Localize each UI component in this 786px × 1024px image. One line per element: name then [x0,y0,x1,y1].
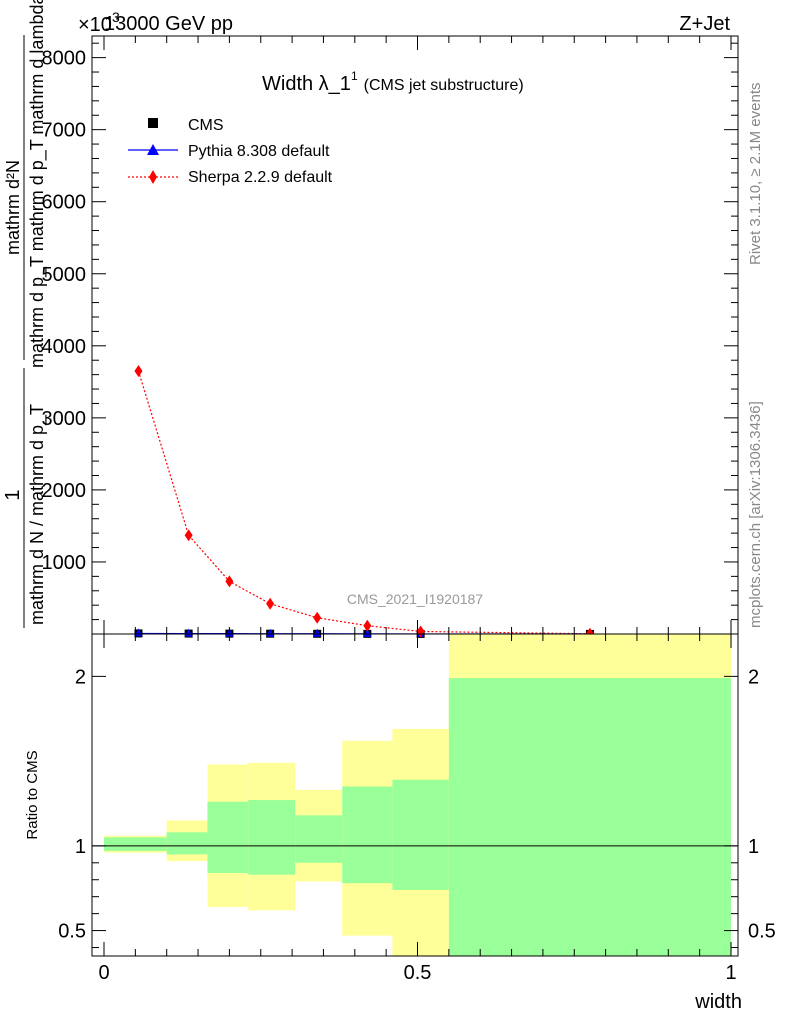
ratio-band-green [295,815,343,863]
pythia-point [313,628,322,637]
ratio-band-green [342,786,393,884]
ratio-ytick-label-right: 2 [748,666,759,688]
ratio-band-green [448,678,731,956]
ratio-xtick-label: 0.5 [404,962,432,984]
ratio-xtick-label: 1 [725,962,736,984]
sherpa-point [184,529,193,542]
pythia-point [266,628,275,637]
ylabel-denominator: mathrm d p_T mathrm d p_T mathrm d lambd… [27,0,48,368]
ratio-band-green [166,832,208,855]
legend-pythia-label: Pythia 8.308 default [188,143,330,160]
legend-cms-marker [148,118,158,128]
main-ytick-label: 7000 [42,120,87,142]
main-ytick-label: 1000 [42,552,87,574]
sherpa-point [313,611,322,624]
pythia-point [184,628,193,637]
ratio-ytick-label: 1 [75,836,86,858]
ylabel-fraction-two: mathrm d N / mathrm d p_T [27,404,48,625]
header-right: Z+Jet [679,13,730,35]
ratio-ylabel: Ratio to CMS [24,750,41,839]
mcplots-label: mcplots.cern.ch [arXiv:1306.3436] [747,401,764,628]
main-ylabel: 1 mathrm d N / mathrm d p_T mathrm d²N m… [2,0,48,628]
ratio-xtick-label: 0 [98,962,109,984]
ratio-panel: 0.5 0.5 1 1 2 2 0 0.5 1 Ratio to CMS width [24,633,776,1013]
sherpa-point [363,619,372,632]
ratio-band-green [248,800,296,875]
sherpa-point [134,365,143,378]
ylabel-numerator: mathrm d²N [3,160,23,255]
header-left: 13000 GeV pp [104,13,233,35]
pythia-point [363,628,372,637]
legend-sherpa-marker [149,170,157,184]
ratio-band-green [104,837,167,851]
sherpa-series-line [137,370,590,635]
main-ytick-label: 4000 [42,336,87,358]
main-ytick-label: 5000 [42,264,87,286]
ratio-band-green [392,779,449,890]
main-ytick-label: 2000 [42,480,87,502]
ylabel-fraction-one: 1 [2,489,24,500]
sherpa-point [266,597,275,610]
ratio-ytick-label: 2 [75,666,86,688]
plot-title: Width λ_11(CMS jet substructure) [262,69,524,95]
main-panel: 1000 2000 3000 4000 5000 6000 7000 8000 Width λ… [2,0,739,640]
main-ytick-label: 6000 [42,192,87,214]
ratio-xlabel: width [694,991,742,1013]
legend: CMS Pythia 8.308 default Sherpa 2.2.9 de… [128,117,333,186]
ratio-ytick-label: 0.5 [58,921,86,943]
sherpa-point [225,575,234,588]
ratio-frame [91,633,739,957]
main-ytick-label: 3000 [42,408,87,430]
ratio-ytick-label-right: 1 [748,836,759,858]
legend-pythia-marker [147,144,159,155]
watermark: CMS_2021_I1920187 [347,591,483,607]
rivet-label: Rivet 3.1.10, ≥ 2.1M events [747,83,764,266]
ratio-band-green [207,801,249,873]
header-exponent: ×103 [78,9,120,36]
legend-sherpa-label: Sherpa 2.2.9 default [188,169,333,186]
ratio-ytick-label-right: 0.5 [748,921,776,943]
main-ytick-label: 8000 [42,48,87,70]
legend-cms-label: CMS [188,117,224,134]
